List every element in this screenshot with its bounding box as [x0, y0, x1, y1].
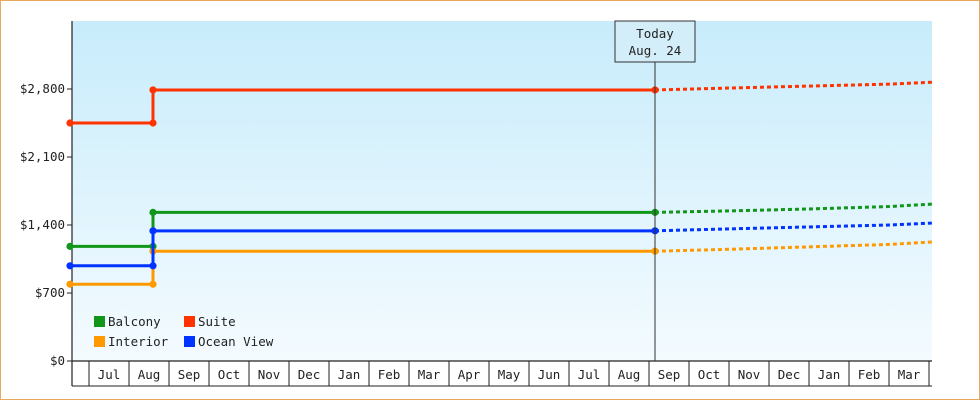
series-balcony-point [66, 242, 74, 250]
series-interior-point [66, 280, 74, 288]
x-tick-label: Oct [698, 367, 721, 382]
x-tick-label: May [498, 367, 521, 382]
series-ocean-view-history [70, 229, 655, 268]
legend-label-suite: Suite [198, 314, 236, 329]
x-tick-label: Jan [338, 367, 361, 382]
plot-area [72, 21, 932, 361]
series-interior-point [149, 280, 157, 288]
legend-label-balcony: Balcony [108, 314, 161, 329]
series-ocean-view-point [66, 262, 74, 270]
today-callout [614, 20, 696, 63]
legend-swatch-ocean-view [184, 336, 195, 347]
x-tick-label: Feb [378, 367, 401, 382]
y-tick-label: $700 [35, 285, 65, 300]
x-tick-label: Nov [258, 367, 281, 382]
x-tick-label: Dec [778, 367, 801, 382]
x-tick-label: Dec [298, 367, 321, 382]
y-tick-label: $1,400 [20, 217, 65, 232]
x-tick-label: Jun [538, 367, 561, 382]
x-tick-label: Feb [858, 367, 881, 382]
y-tick-label: $2,800 [20, 81, 65, 96]
x-tick-label: Oct [218, 367, 241, 382]
legend-label-interior: Interior [108, 334, 169, 349]
x-tick-label: Nov [738, 367, 761, 382]
y-tick-label: $2,100 [20, 149, 65, 164]
series-ocean-view-point [149, 262, 157, 270]
x-tick-label: Mar [418, 367, 441, 382]
legend-label-ocean-view: Ocean View [198, 334, 274, 349]
x-tick-label: Jan [818, 367, 841, 382]
x-tick-label: Aug [618, 367, 641, 382]
series-balcony-point [149, 208, 157, 216]
today-date: Aug. 24 [629, 43, 682, 58]
series-suite-history [70, 88, 655, 125]
x-tick-label: Sep [178, 367, 201, 382]
series-suite-point [66, 119, 74, 127]
series-suite-point [149, 119, 157, 127]
x-tick-label: Apr [458, 367, 481, 382]
today-label: Today [636, 26, 674, 41]
series-suite-point [149, 86, 157, 94]
series-ocean-view-point [149, 227, 157, 235]
x-tick-label: Jul [578, 367, 601, 382]
x-tick-label: Aug [138, 367, 161, 382]
x-tick-label: Mar [898, 367, 921, 382]
x-tick-label: Sep [658, 367, 681, 382]
legend-swatch-balcony [94, 316, 105, 327]
y-tick-label: $0 [50, 353, 65, 368]
x-tick-label: Jul [98, 367, 121, 382]
legend-swatch-interior [94, 336, 105, 347]
legend-swatch-suite [184, 316, 195, 327]
